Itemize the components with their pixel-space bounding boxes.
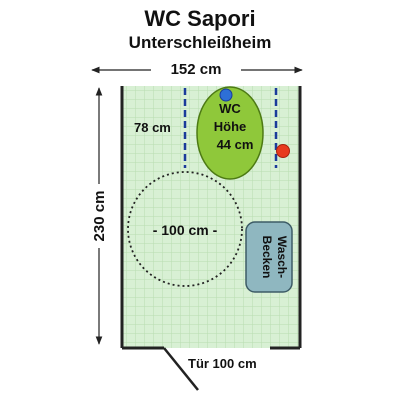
grab-bar-spacing-label: 78 cm <box>134 120 171 135</box>
page-title: WC Sapori <box>144 6 256 31</box>
turning-circle <box>127 171 243 287</box>
turning-circle-label: - 100 cm - <box>153 222 218 238</box>
sink-label-line1: Wasch- <box>275 236 289 278</box>
depth-label-bg <box>86 184 112 248</box>
toilet-label-line3: 44 cm <box>217 137 254 152</box>
page-subtitle: Unterschleißheim <box>128 33 272 52</box>
toilet-label-line2: Höhe <box>214 119 247 134</box>
toilet <box>196 86 264 180</box>
sink <box>245 221 293 293</box>
door-label: Tür 100 cm <box>188 356 257 371</box>
alarm-button-icon <box>276 144 290 158</box>
flush-button-icon <box>219 88 233 102</box>
sink-label-line2: Becken <box>260 236 274 279</box>
width-label-bg <box>151 58 241 78</box>
width-label: 152 cm <box>171 61 222 78</box>
door-leaf <box>163 347 199 391</box>
toilet-label-line1: WC <box>219 101 241 116</box>
depth-label: 230 cm <box>91 191 108 242</box>
